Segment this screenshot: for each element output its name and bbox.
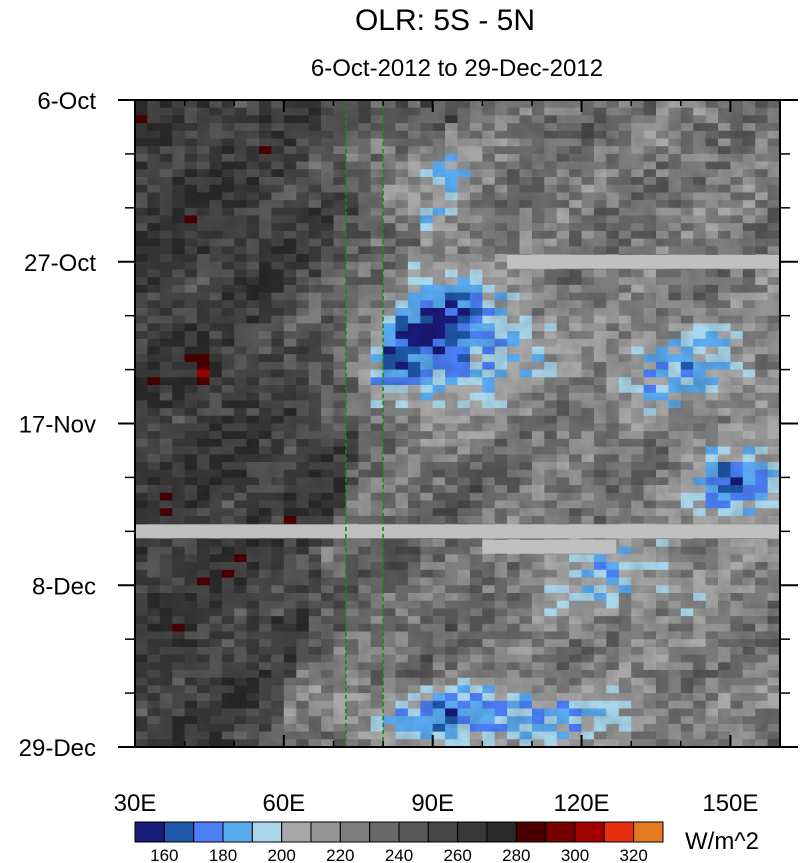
colorbar-swatch bbox=[251, 821, 283, 843]
x-tick-label: 150E bbox=[702, 790, 758, 817]
y-tick-label: 17-Nov bbox=[19, 412, 96, 439]
plot-area bbox=[135, 100, 780, 747]
colorbar-swatch bbox=[633, 821, 664, 843]
colorbar-label: 280 bbox=[502, 846, 530, 863]
colorbar-swatch bbox=[545, 821, 576, 843]
colorbar-swatch bbox=[603, 821, 635, 843]
y-tick-label: 6-Oct bbox=[37, 88, 96, 115]
colorbar-label: 180 bbox=[209, 846, 237, 863]
colorbar-label: 320 bbox=[619, 846, 647, 863]
chart-subtitle: 6-Oct-2012 to 29-Dec-2012 bbox=[311, 55, 603, 82]
missing-band bbox=[482, 539, 617, 554]
colorbar-swatch bbox=[281, 821, 312, 843]
colorbar-swatch bbox=[222, 821, 253, 843]
colorbar-swatch bbox=[486, 821, 517, 843]
missing-data bbox=[135, 254, 780, 554]
x-tick-label: 120E bbox=[554, 790, 610, 817]
colorbar-swatch bbox=[369, 821, 400, 843]
colorbar-label: 240 bbox=[385, 846, 413, 863]
missing-band bbox=[507, 254, 780, 269]
colorbar-swatch bbox=[457, 821, 488, 843]
colorbar-swatch bbox=[515, 821, 547, 843]
colorbar-swatch bbox=[193, 821, 224, 843]
colorbar-swatch bbox=[163, 821, 195, 843]
texture-overlay bbox=[135, 100, 780, 747]
colorbar-label: 260 bbox=[443, 846, 471, 863]
x-tick-label: 60E bbox=[262, 790, 305, 817]
colorbar-units-label: W/m^2 bbox=[685, 828, 759, 855]
colorbar-swatch bbox=[134, 821, 165, 843]
colorbar-swatch bbox=[339, 821, 371, 843]
colorbar-label: 220 bbox=[326, 846, 354, 863]
colorbar-label: 300 bbox=[561, 846, 589, 863]
colorbar-swatch bbox=[398, 821, 429, 843]
missing-band bbox=[135, 524, 780, 539]
y-tick-label: 8-Dec bbox=[32, 573, 96, 600]
axes: 30E 60E 90E 120E 150E 6-Oct 27-Oct 17-Nov 8-Dec 2… bbox=[19, 88, 798, 817]
chart-title: OLR: 5S - 5N bbox=[355, 4, 535, 37]
y-tick-label: 27-Oct bbox=[24, 250, 96, 277]
colorbar-label: 160 bbox=[150, 846, 178, 863]
colorbar-label: 200 bbox=[267, 846, 295, 863]
x-tick-label: 90E bbox=[411, 790, 454, 817]
colorbar-swatch bbox=[310, 821, 341, 843]
reference-lines bbox=[345, 100, 384, 747]
y-tick-label: 29-Dec bbox=[19, 735, 96, 762]
colorbar: 160 180 200 220 240 260 280 300 320 bbox=[134, 821, 664, 863]
x-tick-label: 30E bbox=[114, 790, 157, 817]
colorbar-swatch bbox=[427, 821, 459, 843]
colorbar-swatch bbox=[574, 821, 605, 843]
